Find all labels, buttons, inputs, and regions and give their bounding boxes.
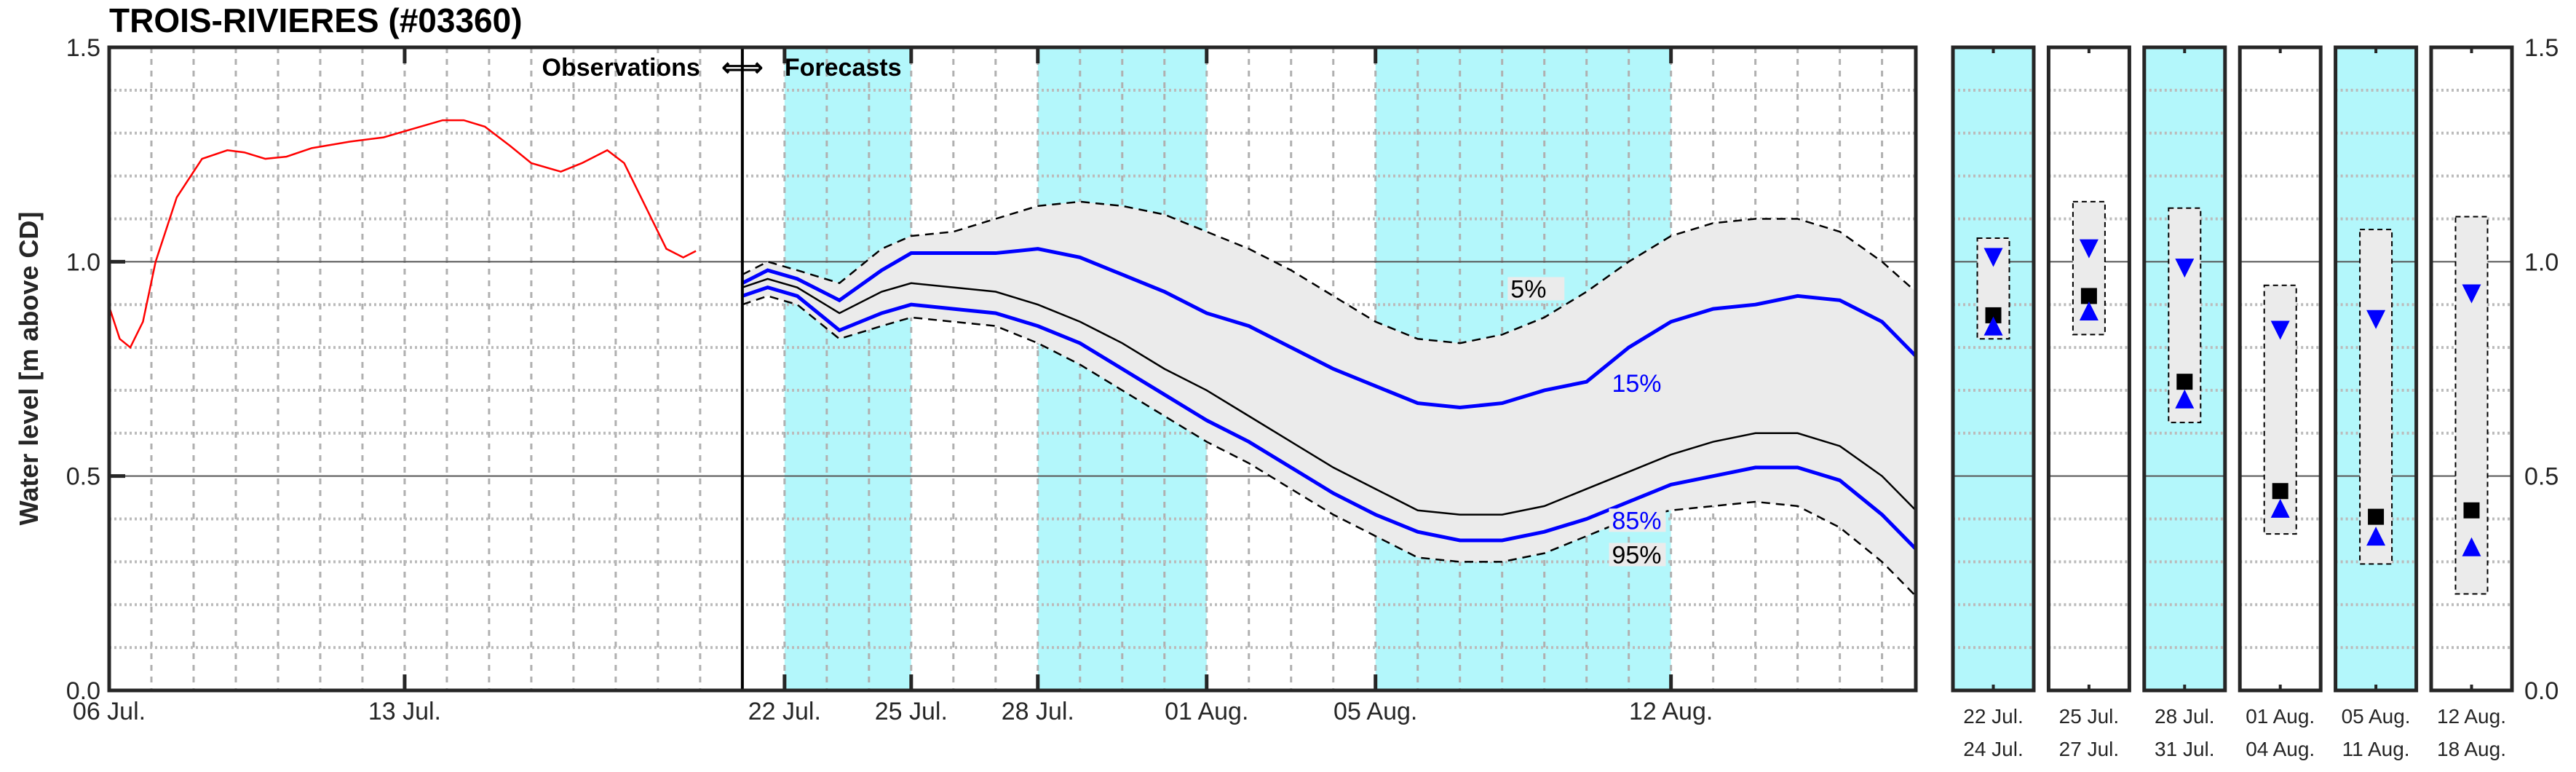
period-panel: 22 Jul. 24 Jul. — [1951, 45, 2036, 760]
quantile-label-bg — [1507, 277, 1565, 301]
q15-down-triangle-marker — [2462, 284, 2481, 304]
panel-background — [2048, 47, 2130, 690]
right-y-tick-label: 1.5 — [2524, 34, 2559, 62]
quantile-label: 15% — [1612, 370, 1661, 398]
period-panel: 01 Aug. 04 Aug. — [2238, 45, 2323, 760]
median-square-marker — [2463, 502, 2480, 519]
plot-frame — [107, 45, 1918, 693]
panel-from-label: 22 Jul. — [1963, 705, 2024, 728]
main-plot: 5% 15% 85% 95% Observations ⇐⇒ Forecasts 06 Jul… — [66, 34, 1918, 725]
x-tick-label: 01 Aug. — [1165, 698, 1248, 725]
y-axis-label: Water level [m above CD] — [14, 212, 44, 526]
q15-down-triangle-marker — [2366, 310, 2386, 329]
x-tick-label: 13 Jul. — [368, 698, 441, 725]
panel-from-label: 01 Aug. — [2246, 705, 2315, 728]
panel-from-label: 28 Jul. — [2155, 705, 2215, 728]
x-tick-label: 05 Aug. — [1333, 698, 1417, 725]
y-tick-label: 0.5 — [66, 463, 100, 491]
forecasts-label: Forecasts — [785, 54, 902, 82]
series-line-3 — [742, 285, 1917, 551]
quantile-label-bg — [1609, 508, 1666, 532]
panel-to-label: 11 Aug. — [2342, 738, 2410, 760]
range-box — [2454, 216, 2489, 595]
x-tick-label: 25 Jul. — [875, 698, 948, 725]
right-y-tick-label: 0.5 — [2524, 463, 2559, 491]
panel-to-label: 27 Jul. — [2059, 738, 2120, 760]
period-panel: 05 Aug. 11 Aug. — [2334, 45, 2419, 760]
double-arrow-icon: ⇐⇒ — [721, 54, 763, 82]
series-line-1 — [741, 247, 1917, 409]
forecast-envelope-fill — [742, 201, 1916, 596]
quantile-label-bg — [1609, 371, 1666, 395]
range-box — [2072, 200, 2106, 336]
observed-line — [108, 119, 697, 350]
series-line-0 — [742, 200, 1917, 344]
right-y-tick-label: 0.0 — [2524, 677, 2559, 705]
quantile-label-bg — [1609, 543, 1666, 567]
period-panel: 25 Jul. 27 Jul. — [2046, 45, 2131, 760]
panel-to-label: 31 Jul. — [2155, 738, 2215, 760]
x-tick-label: 28 Jul. — [1002, 698, 1074, 725]
x-tick-label: 22 Jul. — [748, 698, 821, 725]
median-square-marker — [2176, 374, 2193, 390]
range-box — [2359, 229, 2393, 565]
q85-up-triangle-marker — [2270, 498, 2290, 518]
period-panel: 12 Aug. 18 Aug. — [2429, 45, 2514, 760]
median-square-marker — [2368, 508, 2385, 525]
series-line-2 — [742, 277, 1917, 516]
y-tick-label: 0.0 — [66, 677, 100, 705]
panel-to-label: 04 Aug. — [2246, 738, 2315, 760]
panel-to-label: 24 Jul. — [1963, 738, 2024, 760]
period-panel: 28 Jul. 31 Jul. — [2142, 45, 2227, 760]
panel-from-label: 25 Jul. — [2059, 705, 2120, 728]
panel-from-label: 12 Aug. — [2437, 705, 2506, 728]
q15-down-triangle-marker — [1983, 248, 2003, 267]
q15-down-triangle-marker — [2270, 320, 2290, 340]
panel-to-label: 18 Aug. — [2437, 738, 2506, 760]
right-y-tick-label: 1.0 — [2524, 248, 2559, 276]
panel-from-label: 05 Aug. — [2342, 705, 2411, 728]
median-square-marker — [2272, 483, 2288, 500]
highlight-band — [784, 47, 911, 690]
median-square-marker — [2080, 288, 2097, 304]
q85-up-triangle-marker — [2175, 389, 2195, 409]
q85-up-triangle-marker — [2366, 527, 2386, 546]
chart-title: TROIS-RIVIERES (#03360) — [109, 1, 523, 39]
q85-up-triangle-marker — [1983, 316, 2003, 336]
y-tick-label: 1.5 — [66, 34, 100, 62]
y-tick-label: 1.0 — [66, 248, 100, 276]
quantile-label: 95% — [1612, 541, 1661, 569]
series-line-4 — [742, 295, 1917, 597]
quantile-label: 85% — [1612, 507, 1661, 535]
x-tick-label: 06 Jul. — [73, 698, 146, 725]
quantile-label: 5% — [1510, 275, 1546, 303]
q15-down-triangle-marker — [2079, 239, 2099, 259]
panel-background — [1953, 47, 2034, 690]
q15-down-triangle-marker — [2175, 259, 2195, 278]
x-tick-label: 12 Aug. — [1629, 698, 1713, 725]
q85-up-triangle-marker — [2079, 302, 2099, 321]
q85-up-triangle-marker — [2462, 537, 2481, 556]
median-square-marker — [1985, 307, 2002, 323]
period-panels: 22 Jul. 24 Jul. 25 Jul. 27 Jul. 28 Jul. 31 Ju… — [1951, 34, 2559, 760]
observations-label: Observations — [542, 54, 700, 82]
